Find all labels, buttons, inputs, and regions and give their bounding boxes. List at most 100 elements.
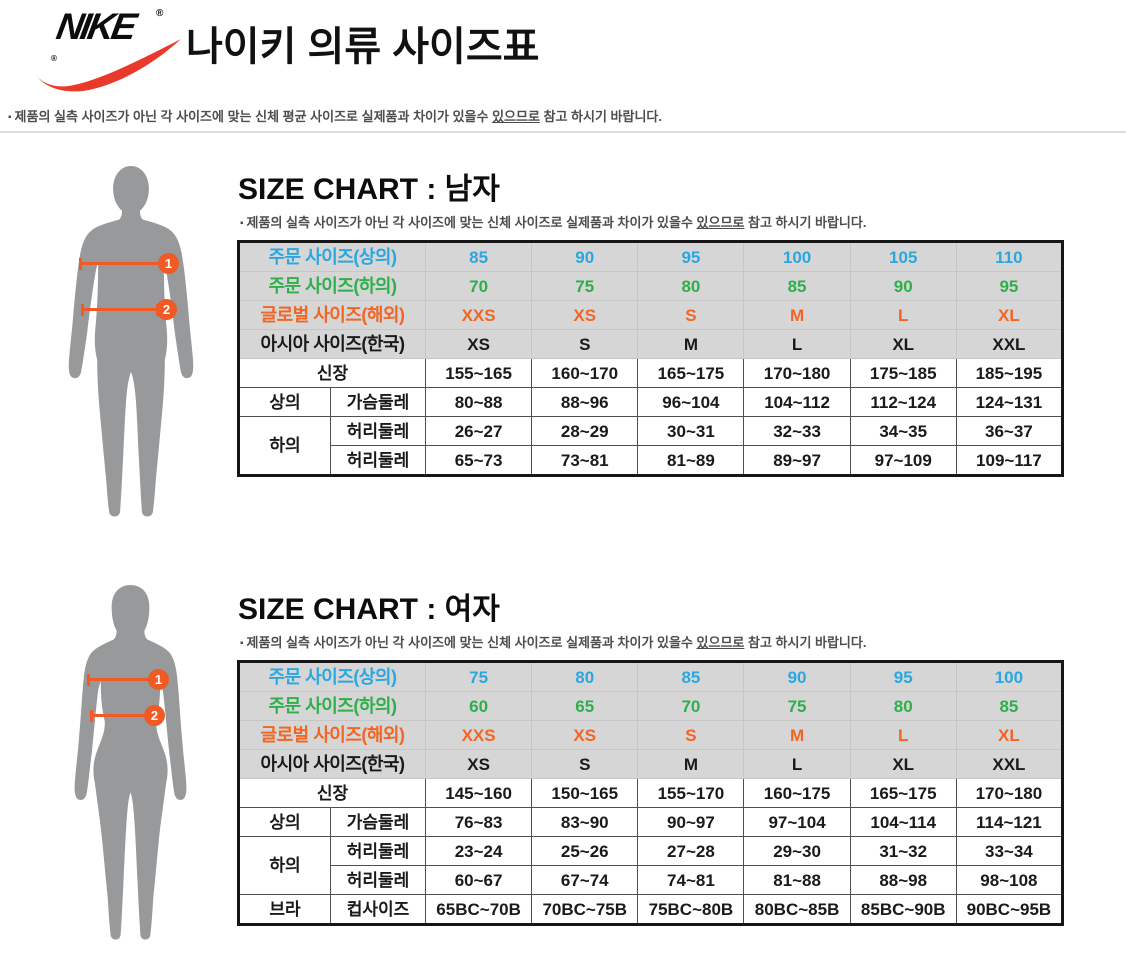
note-text: 참고 하시기 바랍니다. — [744, 635, 867, 650]
size-value-cell: 23~24 — [425, 836, 533, 866]
size-value-cell: 97~109 — [849, 445, 957, 476]
size-value-cell: 90 — [743, 661, 851, 692]
size-value-cell: XXS — [425, 720, 533, 750]
lbl: 주문 사이즈(하의) — [237, 691, 427, 721]
size-value-cell: 100 — [743, 241, 851, 272]
measure-row: 브라 컵사이즈 65BC~70B 70BC~75B 75BC~80B 80BC~85B 85… — [238, 894, 1064, 925]
size-value-cell: S — [531, 749, 639, 779]
size-value-cell: 88~98 — [849, 865, 957, 895]
note-bullet: ▪ — [8, 112, 12, 123]
registered-mark: ® — [156, 8, 164, 19]
men-size-table: 주문 사이즈(상의) 85 90 95 100 105 110 주문 사이즈(하의) 70 75 8… — [237, 240, 1064, 477]
size-value-cell: 85 — [743, 271, 851, 301]
size-value-cell: 90 — [531, 241, 639, 272]
size-value-cell: M — [637, 749, 745, 779]
size-value-cell: L — [743, 329, 851, 359]
size-value-cell: 76~83 — [425, 807, 533, 837]
size-value-cell: 95 — [955, 271, 1064, 301]
note-text: 제품의 실측 사이즈가 아닌 각 사이즈에 맞는 신체 사이즈로 실제품과 차이… — [246, 635, 697, 650]
measure-row: 허리둘레 65~73 73~81 81~89 89~97 97~109 109~117 — [239, 445, 1064, 476]
size-value-cell: 25~26 — [531, 836, 639, 866]
size-value-cell: 32~33 — [743, 416, 851, 446]
lbl2: 허리둘레 — [329, 445, 427, 476]
size-value-cell: 90 — [849, 271, 957, 301]
size-value-cell: 89~97 — [743, 445, 851, 476]
nike-swoosh-icon — [37, 39, 181, 92]
lbl2: 컵사이즈 — [329, 894, 427, 925]
size-value-cell: 110 — [955, 241, 1064, 272]
lbl: 주문 사이즈(상의) — [237, 661, 427, 692]
size-value-cell: 96~104 — [637, 387, 745, 417]
size-value-cell: 85 — [425, 241, 533, 272]
size-value-cell: 80~88 — [425, 387, 533, 417]
size-value-cell: 36~37 — [955, 416, 1064, 446]
lbl: 아시아 사이즈(한국) — [237, 749, 427, 779]
size-value-cell: 70 — [637, 691, 745, 721]
size-value-cell: 75BC~80B — [637, 894, 745, 925]
size-value-cell: 98~108 — [955, 865, 1064, 895]
size-value-cell: 73~81 — [531, 445, 639, 476]
lbl: 아시아 사이즈(한국) — [237, 329, 427, 359]
measure-marker-1: 1 — [148, 669, 169, 690]
lbl2: 가슴둘레 — [329, 387, 427, 417]
size-value-cell: M — [743, 300, 851, 330]
measure-row: 하의 허리둘레 26~27 28~29 30~31 32~33 34~35 36~37 — [238, 416, 1064, 476]
measure-row: 상의 가슴둘레 76~83 83~90 90~97 97~104 104~114 114~12… — [238, 807, 1064, 837]
chest-measure-arrow — [87, 674, 152, 686]
waist-measure-arrow — [81, 304, 159, 316]
size-value-cell: 60 — [425, 691, 533, 721]
note-text: 참고 하시기 바랍니다. — [744, 215, 867, 230]
size-value-cell: 114~121 — [955, 807, 1064, 837]
size-value-cell: XXS — [425, 300, 533, 330]
size-value-cell: 81~89 — [637, 445, 745, 476]
lbl: 주문 사이즈(하의) — [237, 271, 427, 301]
nike-logo: NIKE ® ® — [33, 2, 185, 98]
size-value-cell: 165~175 — [637, 358, 745, 388]
lbl1: 신장 — [237, 358, 427, 388]
lbl1: 상의 — [238, 387, 331, 417]
size-system-row: 주문 사이즈(하의) 60 65 70 75 80 85 — [237, 691, 1064, 721]
size-system-row: 글로벌 사이즈(해외) XXS XS S M L XL — [237, 720, 1064, 750]
men-section-note: ▪ 제품의 실측 사이즈가 아닌 각 사이즈에 맞는 신체 사이즈로 실제품과 차… — [240, 212, 866, 231]
note-bullet: ▪ — [240, 218, 244, 229]
size-value-cell: 160~175 — [743, 778, 851, 808]
size-value-cell: 95 — [849, 661, 957, 692]
lbl1: 브라 — [238, 894, 331, 925]
size-system-row: 아시아 사이즈(한국) XS S M L XL XXL — [237, 329, 1064, 359]
divider — [0, 131, 1126, 133]
size-value-cell: 65 — [531, 691, 639, 721]
size-value-cell: 104~114 — [849, 807, 957, 837]
size-value-cell: 33~34 — [955, 836, 1064, 866]
size-value-cell: L — [849, 300, 957, 330]
size-value-cell: 75 — [743, 691, 851, 721]
size-value-cell: 70BC~75B — [531, 894, 639, 925]
note-text: 제품의 실측 사이즈가 아닌 각 사이즈에 맞는 신체 사이즈로 실제품과 차이… — [246, 215, 697, 230]
size-value-cell: 85 — [637, 661, 745, 692]
size-value-cell: 104~112 — [743, 387, 851, 417]
note-bullet: ▪ — [240, 638, 244, 649]
size-value-cell: 155~170 — [637, 778, 745, 808]
note-text-underlined: 있으므로 — [696, 215, 745, 230]
size-value-cell: 81~88 — [743, 865, 851, 895]
women-section-note: ▪ 제품의 실측 사이즈가 아닌 각 사이즈에 맞는 신체 사이즈로 실제품과 차… — [240, 632, 866, 651]
measure-marker-2: 2 — [156, 299, 177, 320]
size-value-cell: L — [743, 749, 851, 779]
size-system-row: 주문 사이즈(상의) 85 90 95 100 105 110 — [237, 241, 1064, 272]
lbl: 주문 사이즈(상의) — [237, 241, 427, 272]
size-system-row: 글로벌 사이즈(해외) XXS XS S M L XL — [237, 300, 1064, 330]
size-value-cell: 80BC~85B — [743, 894, 851, 925]
size-value-cell: XS — [425, 749, 533, 779]
size-value-cell: 100 — [955, 661, 1064, 692]
page-title: 나이키 의류 사이즈표 — [186, 25, 540, 69]
size-value-cell: 65BC~70B — [425, 894, 533, 925]
size-value-cell: 155~165 — [425, 358, 533, 388]
lbl2: 허리둘레 — [329, 416, 427, 446]
size-value-cell: XXL — [955, 749, 1064, 779]
size-value-cell: 112~124 — [849, 387, 957, 417]
chest-measure-arrow — [79, 258, 164, 270]
lbl: 글로벌 사이즈(해외) — [237, 300, 427, 330]
size-value-cell: 105 — [849, 241, 957, 272]
size-value-cell: S — [531, 329, 639, 359]
size-value-cell: 83~90 — [531, 807, 639, 837]
female-silhouette — [74, 584, 187, 940]
